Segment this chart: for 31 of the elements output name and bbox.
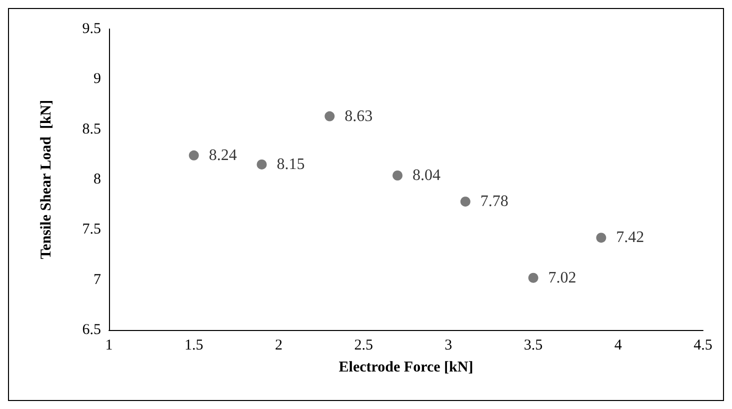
y-tick-label: 9.5 bbox=[82, 21, 101, 37]
y-tick-label: 8 bbox=[94, 172, 101, 188]
point bbox=[528, 272, 538, 283]
point bbox=[460, 196, 470, 207]
x-tick-label: 3 bbox=[444, 338, 452, 354]
x-tick-label: 2.5 bbox=[354, 338, 373, 354]
point bbox=[596, 232, 606, 243]
point bbox=[392, 170, 403, 180]
point bbox=[256, 159, 267, 170]
x-tick-label: 2 bbox=[274, 338, 282, 354]
x-tick-label: 3.5 bbox=[524, 338, 543, 354]
y-tick-label: 9 bbox=[94, 71, 101, 88]
data-label: 7.78 bbox=[480, 193, 508, 210]
y-tick-label: 7.5 bbox=[82, 222, 101, 238]
y-axis-title: Tensile Shear Load [kN] bbox=[38, 100, 54, 260]
y-tick-label: 6.5 bbox=[82, 322, 101, 338]
data-label: 7.02 bbox=[548, 269, 576, 286]
data-label: 8.24 bbox=[208, 146, 237, 164]
point bbox=[324, 111, 335, 122]
y-tick-label: 7 bbox=[94, 272, 102, 288]
data-label: 7.42 bbox=[616, 229, 644, 246]
data-label: 8.15 bbox=[276, 156, 305, 173]
x-tick-label: 4 bbox=[614, 338, 622, 354]
y-tick-label: 8.5 bbox=[82, 121, 101, 138]
data-label: 8.04 bbox=[412, 166, 441, 184]
data-label: 8.63 bbox=[344, 108, 373, 125]
x-tick-label: 1.5 bbox=[184, 338, 204, 354]
x-axis-title: Electrode Force [kN] bbox=[338, 360, 474, 376]
x-tick-label: 1 bbox=[105, 338, 113, 354]
x-tick-label: 4.5 bbox=[694, 338, 712, 354]
point bbox=[188, 150, 199, 160]
